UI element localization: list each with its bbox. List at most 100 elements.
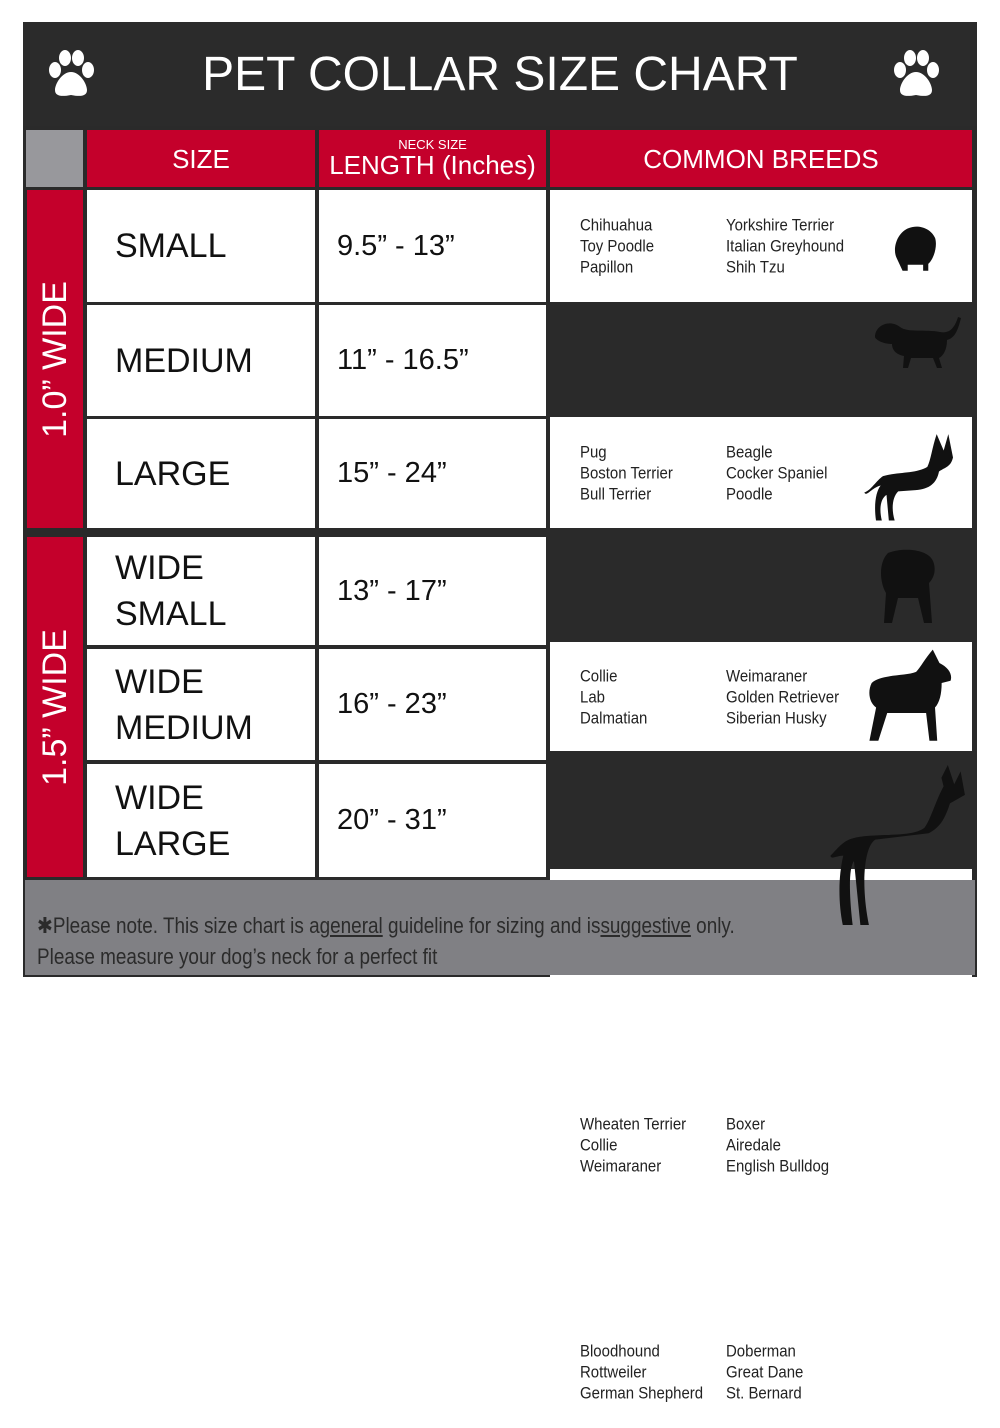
header-size: SIZE [87,130,315,187]
corner-cell [26,130,83,187]
breed: Pug [580,442,607,461]
length-value: 15” - 24” [337,457,447,489]
breed: Beagle [726,442,773,461]
table-row-size: LARGE [87,419,315,528]
breed: Great Dane [726,1362,804,1381]
breed-list-a: Bloodhound Rottweiler German Shepherd [580,1340,703,1403]
breed: Poodle [726,484,773,503]
breed: Doberman [726,1341,796,1360]
table-row-length: 11” - 16.5” [319,305,546,416]
note-text: ✱Please note. This size chart is a [37,913,320,938]
breed: Shih Tzu [726,257,785,277]
table-row-length: 20” - 31” [319,764,546,877]
breed: Weimaraner [580,1156,662,1175]
breed-list-b: Weimaraner Golden Retriever Siberian Husky [726,665,839,728]
breed: Italian Greyhound [726,236,845,256]
breed: Airedale [726,1135,781,1154]
length-value: 20” - 31” [337,804,447,836]
length-value: 9.5” - 13” [337,229,455,262]
group-label-1in: 1.0” WIDE [27,190,83,528]
table-row-size: SMALL [87,190,315,302]
footer-note: ✱Please note. This size chart is agenera… [25,880,975,975]
breed: Dalmatian [580,708,648,727]
table-row-length: 9.5” - 13” [319,190,546,302]
note-text: guideline for sizing and is [382,913,601,938]
size-label: MEDIUM [115,341,253,380]
breed: Cocker Spaniel [726,463,828,482]
header-size-label: SIZE [172,143,230,174]
size-label: LARGE [115,454,231,493]
length-value: 11” - 16.5” [337,344,469,376]
breed: Boston Terrier [580,463,673,482]
table-row-size: WIDE MEDIUM [87,649,315,760]
breed: Toy Poodle [580,236,655,256]
table-row-breeds: Pug Boston Terrier Bull Terrier Beagle Cock… [550,417,972,528]
breed-list-a: Chihuahua Toy Poodle Papillon [580,215,654,278]
header-length-label: LENGTH (Inches) [329,150,536,180]
title-bar: PET COLLAR SIZE CHART [23,22,977,126]
breed: Wheaten Terrier [580,1114,687,1133]
size-label: SMALL [115,227,227,265]
table-row-size: MEDIUM [87,305,315,416]
breed: Collie [580,1135,618,1154]
breed: German Shepherd [580,1383,704,1402]
table-row-size: WIDE SMALL [87,537,315,645]
header-breeds: COMMON BREEDS [550,130,972,187]
breed-list-a: Wheaten Terrier Collie Weimaraner [580,1113,686,1176]
dog-silhouette-icon [830,765,965,925]
header-length: NECK SIZE LENGTH (Inches) [319,130,546,187]
breed-list-b: Beagle Cocker Spaniel Poodle [726,441,827,504]
breed: Collie [580,666,618,685]
size-label: LARGE [115,824,231,863]
breed: Boxer [726,1114,766,1133]
paw-icon [894,50,939,96]
table-row-length: 15” - 24” [319,419,546,528]
dog-silhouette-icon [869,649,952,741]
breed: St. Bernard [726,1383,802,1402]
breed: Lab [580,687,605,706]
breed: Golden Retriever [726,687,840,706]
breed: Rottweiler [580,1362,647,1381]
dog-silhouette-icon [894,226,936,271]
size-label: WIDE [115,662,204,701]
page-title: PET COLLAR SIZE CHART [202,47,798,101]
breed: Chihuahua [580,215,653,235]
paw-icon [49,50,94,96]
header-neck-size-label: NECK SIZE [398,137,467,152]
note-line-2: Please measure your dog’s neck for a per… [37,944,438,969]
size-label: MEDIUM [115,708,253,747]
dog-silhouette-icon [875,317,961,368]
size-label: SMALL [115,595,227,633]
size-label: WIDE [115,549,204,587]
group-label-1-5in: 1.5” WIDE [27,537,83,877]
breed-list-b: Yorkshire Terrier Italian Greyhound Shih T… [726,215,844,278]
note-underline: general [319,913,383,938]
breed: Yorkshire Terrier [726,215,835,235]
breed: Papillon [580,257,634,277]
table-row-length: 16” - 23” [319,649,546,760]
breed: Weimaraner [726,666,808,685]
group-label-text: 1.5” WIDE [35,628,74,786]
breed: Bloodhound [580,1341,660,1360]
breed-list-a: Collie Lab Dalmatian [580,665,647,728]
breed-list-b: Doberman Great Dane St. Bernard [726,1340,803,1403]
note-text: only. [690,913,735,938]
note-underline: suggestive [600,913,691,938]
breed-list-b: Boxer Airedale English Bulldog [726,1113,829,1176]
breed-list-a: Pug Boston Terrier Bull Terrier [580,441,673,504]
group-label-text: 1.0” WIDE [35,280,74,438]
table-row-length: 13” - 17” [319,537,546,645]
dog-silhouette-icon [881,549,935,623]
table-row-breeds: Wheaten Terrier Collie Weimaraner Boxer Air… [550,1089,972,1200]
size-label: WIDE [115,778,204,817]
length-value: 13” - 17” [337,574,447,607]
length-value: 16” - 23” [337,688,447,720]
breed: English Bulldog [726,1156,830,1175]
header-breeds-label: COMMON BREEDS [643,143,879,174]
table-row-breeds: Bloodhound Rottweiler German Shepherd Dobe… [550,1315,972,1428]
table-row-size: WIDE LARGE [87,764,315,877]
breed: Siberian Husky [726,708,827,727]
dog-silhouette-icon [864,434,953,521]
table-row-breeds: Chihuahua Toy Poodle Papillon Yorkshire Te… [550,190,972,302]
breed: Bull Terrier [580,484,652,503]
